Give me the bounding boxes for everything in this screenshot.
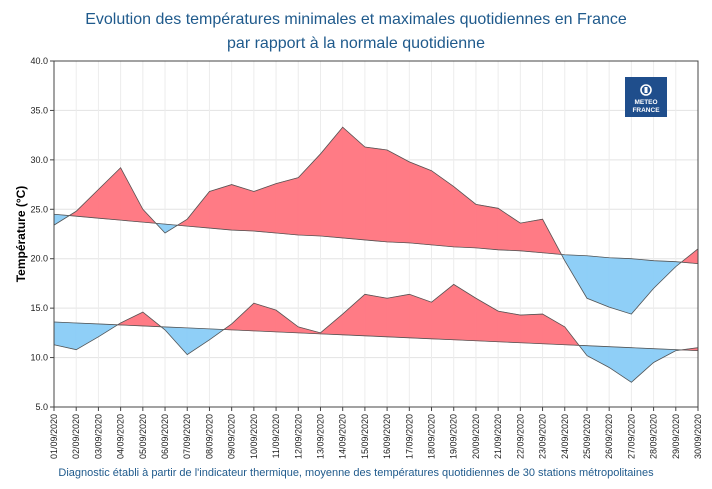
x-tick-label: 09/09/2020 [227, 414, 237, 459]
max-temp-above-normal-area [497, 207, 521, 252]
y-tick-label: 15.0 [30, 303, 48, 313]
min-temp-above-normal-area [453, 283, 477, 342]
x-tick-label: 07/09/2020 [182, 414, 192, 459]
logo-text-line1: METEO [634, 99, 657, 106]
chart-subtitle: par rapport à la normale quotidienne [227, 35, 485, 52]
y-tick-label: 35.0 [30, 105, 48, 115]
meteo-france-logo: METEO FRANCE [625, 77, 667, 117]
min-temp-normal-line [53, 321, 699, 352]
series-lines [53, 126, 699, 383]
min-temp-above-normal-area [386, 293, 410, 339]
x-tick-label: 11/09/2020 [271, 414, 281, 458]
y-tick-labels: 5.0 10.0 15.0 20.0 25.0 30.0 35.0 40.0 [30, 56, 54, 412]
x-tick-label: 01/09/2020 [49, 414, 59, 459]
anomaly-areas [53, 126, 699, 383]
logo-text-line2: FRANCE [632, 107, 660, 114]
x-tick-label: 03/09/2020 [93, 414, 103, 459]
min-temp-above-normal-area [364, 293, 388, 338]
x-tick-label: 05/09/2020 [138, 414, 148, 459]
min-temp-above-normal-area [120, 311, 144, 327]
max-temp-observed-line [53, 126, 699, 315]
y-tick-label: 30.0 [30, 155, 48, 165]
x-tick-label: 14/09/2020 [338, 414, 348, 459]
max-temp-below-normal-area [608, 257, 632, 315]
y-tick-label: 20.0 [30, 254, 48, 264]
min-temp-above-normal-area [275, 309, 299, 334]
x-tick-label: 26/09/2020 [604, 414, 614, 459]
x-tick-label: 15/09/2020 [360, 414, 370, 459]
y-tick-label: 10.0 [30, 353, 48, 363]
min-temp-above-normal-area [342, 293, 366, 337]
y-tick-label: 25.0 [30, 204, 48, 214]
min-temp-above-normal-area [497, 310, 521, 344]
max-temp-above-normal-area [431, 170, 455, 248]
x-tick-labels: 01/09/2020 02/09/2020 03/09/2020 04/09/2020… [49, 407, 703, 459]
max-temp-above-normal-area [120, 167, 144, 223]
max-temp-below-normal-area [564, 254, 588, 300]
min-temp-below-normal-area [186, 327, 210, 356]
x-tick-label: 10/09/2020 [249, 414, 259, 459]
x-tick-label: 21/09/2020 [493, 414, 503, 459]
y-tick-label: 40.0 [30, 56, 48, 66]
plot-frame [53, 60, 699, 408]
x-tick-label: 23/09/2020 [538, 414, 548, 459]
x-tick-label: 18/09/2020 [427, 414, 437, 459]
min-temp-above-normal-area [542, 313, 566, 346]
x-tick-label: 06/09/2020 [160, 414, 170, 459]
max-temp-above-normal-area [320, 126, 343, 239]
max-temp-above-normal-area [409, 161, 432, 246]
x-tick-label: 16/09/2020 [382, 414, 392, 459]
max-temp-above-normal-area [520, 218, 543, 254]
x-tick-label: 30/09/2020 [693, 414, 703, 459]
max-temp-above-normal-area [253, 183, 277, 234]
x-tick-label: 20/09/2020 [471, 414, 481, 459]
x-tick-label: 08/09/2020 [204, 414, 214, 459]
min-temp-above-normal-area [520, 313, 543, 345]
y-axis-label: Température (°C) [14, 186, 28, 283]
max-temp-above-normal-area [386, 149, 410, 244]
x-tick-label: 27/09/2020 [626, 414, 636, 459]
min-temp-below-normal-area [608, 346, 632, 383]
min-temp-below-normal-area [586, 345, 610, 368]
max-temp-above-normal-area [75, 188, 99, 219]
min-temp-above-normal-area [431, 283, 455, 341]
min-temp-above-normal-area [253, 302, 277, 333]
max-temp-below-normal-area [653, 260, 677, 290]
x-tick-label: 29/09/2020 [671, 414, 681, 459]
x-tick-label: 24/09/2020 [560, 414, 570, 459]
x-tick-label: 22/09/2020 [515, 414, 525, 459]
min-temp-above-normal-area [231, 302, 255, 332]
chart-title: Evolution des températures minimales et … [85, 11, 627, 28]
max-temp-below-normal-area [631, 258, 654, 315]
max-temp-above-normal-area [98, 167, 121, 221]
max-temp-normal-line [53, 213, 699, 265]
max-temp-above-normal-area [275, 177, 299, 236]
x-tick-label: 25/09/2020 [582, 414, 592, 459]
max-temp-above-normal-area [231, 184, 255, 232]
max-temp-above-normal-area [209, 184, 232, 231]
x-tick-label: 12/09/2020 [293, 414, 303, 459]
x-tick-label: 13/09/2020 [315, 414, 325, 459]
x-tick-label: 04/09/2020 [116, 414, 126, 459]
x-tick-label: 19/09/2020 [449, 414, 459, 459]
min-temp-below-normal-area [75, 322, 99, 351]
x-tick-label: 28/09/2020 [649, 414, 659, 459]
x-tick-label: 17/09/2020 [404, 414, 414, 459]
max-temp-above-normal-area [364, 146, 388, 243]
x-tick-label: 02/09/2020 [71, 414, 81, 459]
y-tick-label: 5.0 [35, 402, 48, 412]
chart-footer: Diagnostic établi à partir de l'indicate… [58, 467, 654, 479]
max-temp-above-normal-area [475, 203, 499, 251]
